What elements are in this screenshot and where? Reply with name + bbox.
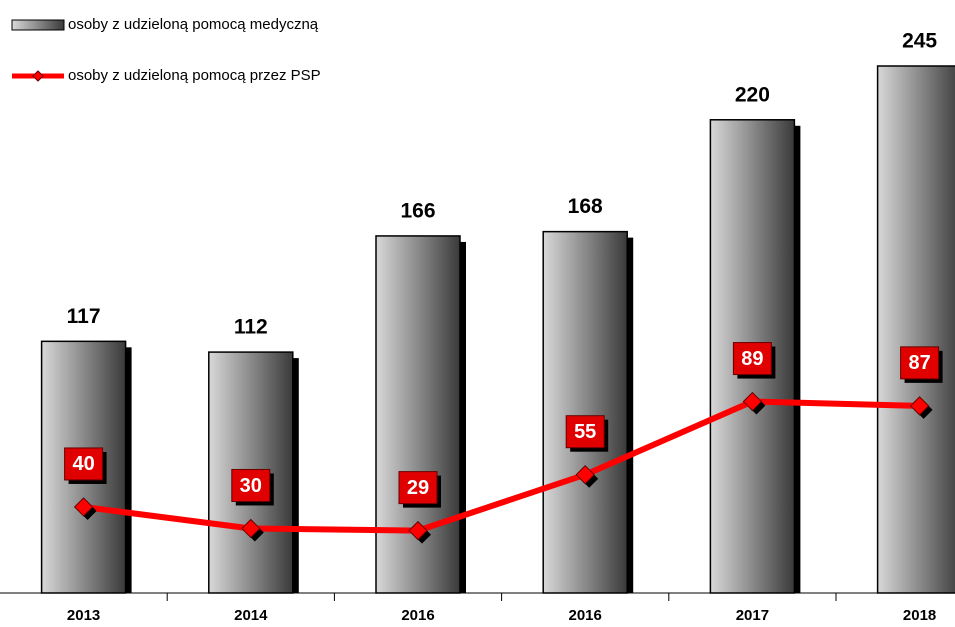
line-value-label: 89 [741, 348, 763, 370]
marker [575, 464, 595, 485]
value-box [398, 471, 438, 505]
line-value-label: 30 [240, 475, 262, 497]
legend-label: osoby z udzieloną pomocą przez PSP [68, 67, 321, 84]
x-tick-label: 2017 [736, 607, 769, 624]
marker [909, 396, 930, 416]
value-box [900, 346, 940, 380]
marker [241, 518, 261, 539]
bar-value-label: 117 [67, 305, 101, 328]
bar-value-label: 245 [902, 30, 937, 53]
bar-value-label: 112 [234, 316, 268, 339]
bar-value-label: 168 [568, 195, 603, 218]
line-value-label: 87 [908, 352, 930, 374]
bar [40, 340, 127, 594]
legend-marker [32, 70, 44, 82]
value-box [64, 447, 104, 481]
marker [742, 391, 763, 412]
x-tick-label: 2018 [903, 607, 936, 624]
bar [876, 65, 955, 594]
legend-label: osoby z udzieloną pomocą medyczną [68, 16, 319, 33]
bar-value-label: 220 [735, 83, 770, 106]
value-box [565, 415, 605, 449]
x-tick-label: 2014 [234, 607, 268, 624]
marker [408, 520, 428, 541]
bar-value-label: 166 [400, 199, 435, 222]
line-value-label: 55 [574, 421, 596, 443]
x-tick-label: 2016 [401, 607, 434, 624]
x-tick-label: 2013 [67, 607, 100, 624]
legend-swatch [11, 19, 65, 31]
bar [542, 230, 628, 594]
line-value-label: 29 [407, 477, 429, 499]
marker [73, 497, 94, 517]
value-box [231, 468, 271, 502]
line [83, 398, 920, 534]
line-value-label: 40 [72, 453, 94, 475]
x-tick-label: 2016 [569, 607, 602, 624]
value-box [732, 342, 772, 376]
